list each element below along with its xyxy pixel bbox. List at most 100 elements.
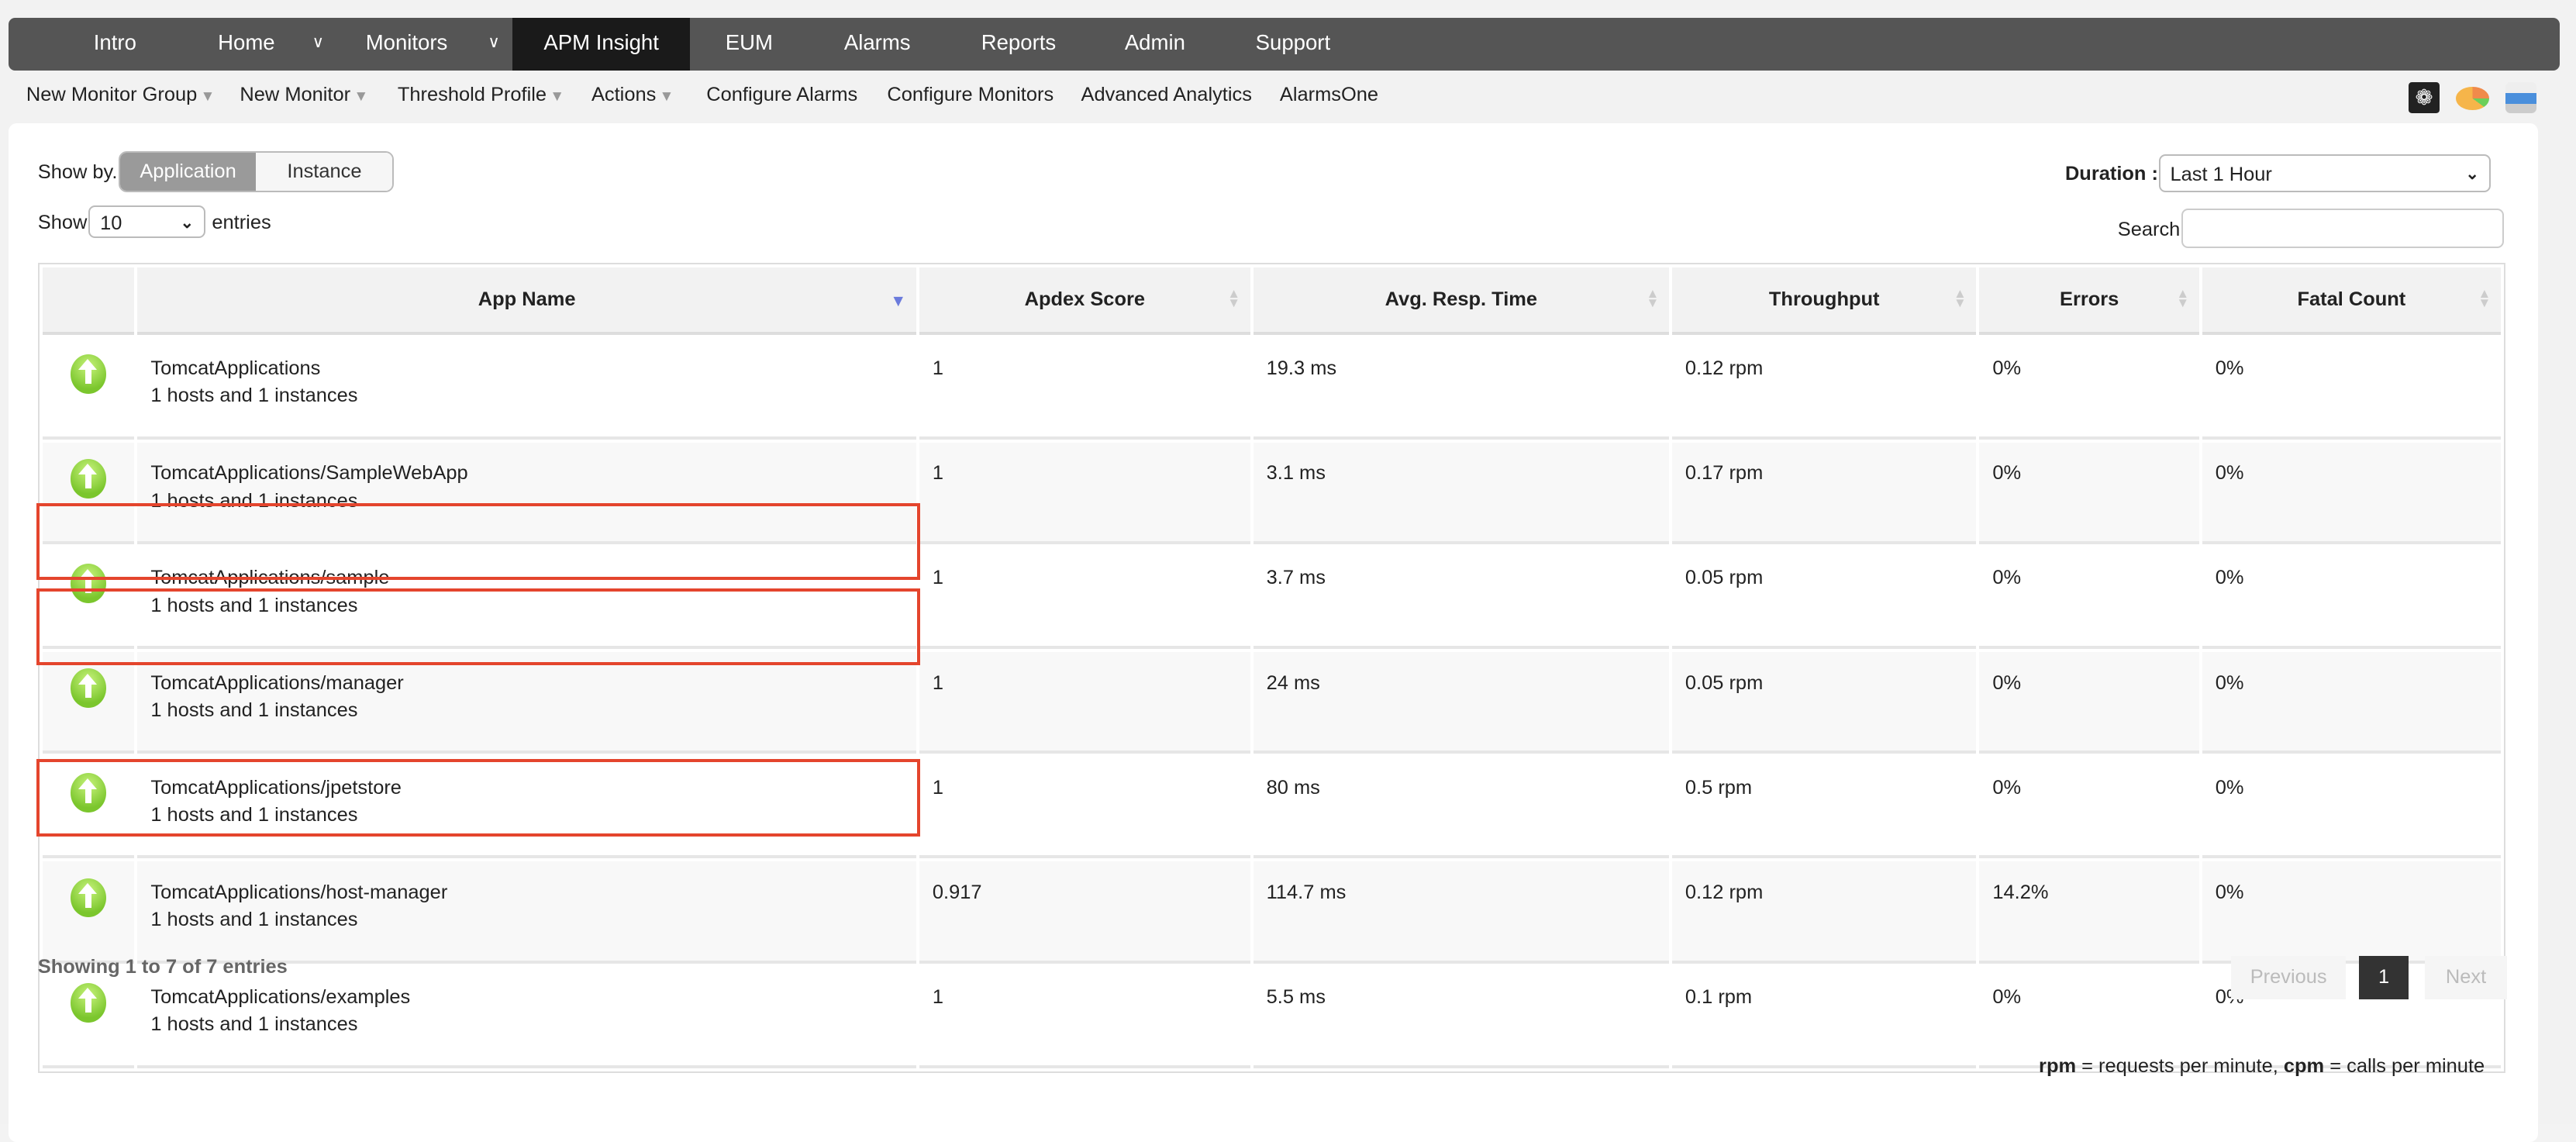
fatal-cell: 0%	[2202, 757, 2501, 859]
hosts-info: 1 hosts and 1 instances	[150, 594, 358, 616]
header-label: Errors	[2059, 288, 2119, 310]
caret-down-icon: ▼	[550, 88, 565, 105]
hosts-info: 1 hosts and 1 instances	[150, 385, 358, 407]
duration-label: Duration :	[2064, 162, 2158, 185]
threshold-profile-menu[interactable]: Threshold Profile ▼	[398, 84, 564, 106]
table-row[interactable]: TomcatApplications/SampleWebApp 1 hosts a…	[42, 442, 2501, 544]
advanced-analytics-link[interactable]: Advanced Analytics	[1081, 84, 1252, 106]
app-name-link[interactable]: TomcatApplications/SampleWebApp	[150, 462, 468, 485]
highlight-box	[36, 502, 920, 581]
col-app-name[interactable]: App Name ▼	[137, 267, 916, 335]
new-monitor-menu[interactable]: New Monitor ▼	[240, 84, 368, 106]
actions-menu[interactable]: Actions ▼	[591, 84, 674, 106]
status-cell	[42, 652, 135, 754]
nav-admin[interactable]: Admin	[1124, 30, 1185, 55]
app-name-link[interactable]: TomcatApplications/manager	[150, 671, 404, 694]
page-1-button[interactable]: 1	[2359, 956, 2409, 999]
resp-time-cell: 5.5 ms	[1253, 967, 1669, 1068]
sort-icon: ▲ ▼	[2478, 285, 2492, 311]
duration-select[interactable]: Last 1 Hour ⌄	[2158, 154, 2491, 192]
app-name-cell: TomcatApplications/examples 1 hosts and 1…	[137, 967, 916, 1068]
chevron-down-icon: ⌄	[2465, 165, 2480, 184]
col-throughput[interactable]: Throughput ▲ ▼	[1671, 267, 1977, 335]
nav-eum[interactable]: EUM	[725, 30, 773, 55]
status-up-icon	[70, 982, 107, 1023]
show-by-application[interactable]: Application	[119, 152, 257, 191]
sort-icon: ▲ ▼	[1227, 285, 1240, 311]
units-legend: rpm = requests per minute, cpm = calls p…	[2039, 1055, 2485, 1078]
table-info: Showing 1 to 7 of 7 entries	[37, 956, 288, 978]
new-monitor-group-menu[interactable]: New Monitor Group ▼	[26, 84, 216, 106]
header-label: App Name	[478, 288, 576, 310]
apdex-cell: 1	[919, 757, 1250, 859]
status-cell	[42, 547, 135, 650]
errors-cell: 0%	[1979, 338, 2199, 440]
status-up-icon	[70, 459, 107, 499]
col-errors[interactable]: Errors ▲ ▼	[1979, 267, 2199, 335]
status-up-icon	[70, 354, 107, 394]
apdex-cell: 1	[919, 338, 1250, 440]
hosts-info: 1 hosts and 1 instances	[150, 804, 358, 826]
nav-intro[interactable]: Intro	[93, 30, 136, 55]
app-name-link[interactable]: TomcatApplications/jpetstore	[150, 776, 402, 799]
resp-time-cell: 114.7 ms	[1253, 861, 1669, 964]
next-button[interactable]: Next	[2425, 956, 2508, 999]
header-label: Fatal Count	[2297, 288, 2406, 310]
col-resp-time[interactable]: Avg. Resp. Time ▲ ▼	[1253, 267, 1669, 335]
header-label: Throughput	[1768, 288, 1880, 310]
show-by-instance[interactable]: Instance	[256, 152, 393, 191]
nav-reports[interactable]: Reports	[981, 30, 1057, 55]
status-cell	[42, 967, 135, 1068]
table-header: App Name ▼ Apdex Score ▲ ▼ Avg. Resp. Time ▲…	[42, 267, 2501, 335]
table-row[interactable]: TomcatApplications/jpetstore 1 hosts and …	[42, 757, 2501, 859]
chevron-down-icon: ⌄	[180, 213, 195, 232]
camera-shutter-icon[interactable]: ❁	[2408, 81, 2440, 114]
menu-label: Threshold Profile	[397, 84, 547, 106]
hosts-info: 1 hosts and 1 instances	[150, 1013, 358, 1036]
table-row[interactable]: TomcatApplications/examples 1 hosts and 1…	[42, 967, 2501, 1068]
cpm-text: = calls per minute	[2324, 1054, 2485, 1077]
pie-chart-icon[interactable]	[2456, 87, 2489, 110]
nav-monitors[interactable]: Monitors	[365, 30, 448, 55]
show-label: Show	[37, 212, 88, 234]
menu-label: New Monitor	[240, 84, 351, 106]
fatal-cell: 0%	[2202, 547, 2501, 650]
table-row[interactable]: TomcatApplications/manager 1 hosts and 1 …	[42, 652, 2501, 754]
fatal-cell: 0%	[2202, 442, 2501, 544]
nav-apm-insight[interactable]: APM Insight	[512, 18, 691, 71]
app-name-link[interactable]: TomcatApplications	[150, 357, 321, 380]
apdex-cell: 1	[919, 967, 1250, 1068]
status-cell	[42, 442, 135, 544]
throughput-cell: 0.1 rpm	[1671, 967, 1977, 1068]
app-name-link[interactable]: TomcatApplications/examples	[150, 985, 411, 1008]
chevron-down-icon[interactable]: ∨	[312, 33, 325, 52]
table-row[interactable]: TomcatApplications/host-manager 1 hosts a…	[42, 861, 2501, 964]
highlight-box	[36, 588, 920, 666]
app-name-link[interactable]: TomcatApplications/host-manager	[150, 881, 448, 903]
errors-cell: 0%	[1979, 967, 2199, 1068]
nav-support[interactable]: Support	[1255, 30, 1331, 55]
configure-monitors-link[interactable]: Configure Monitors	[887, 84, 1054, 106]
rpm-abbr: rpm	[2039, 1054, 2077, 1077]
fatal-cell: 0%	[2202, 652, 2501, 754]
duration-value: Last 1 Hour	[2170, 164, 2272, 186]
alarmsone-link[interactable]: AlarmsOne	[1279, 84, 1379, 106]
previous-button[interactable]: Previous	[2231, 956, 2347, 999]
col-apdex[interactable]: Apdex Score ▲ ▼	[919, 267, 1250, 335]
configure-alarms-link[interactable]: Configure Alarms	[706, 84, 858, 106]
entries-select[interactable]: 10 ⌄	[88, 205, 205, 239]
table-row[interactable]: TomcatApplications 1 hosts and 1 instance…	[42, 338, 2501, 440]
resp-time-cell: 3.1 ms	[1253, 442, 1669, 544]
search-input[interactable]	[2181, 209, 2504, 248]
hosts-info: 1 hosts and 1 instances	[150, 909, 358, 931]
highlight-box	[36, 759, 920, 837]
nav-home[interactable]: Home	[218, 30, 275, 55]
nav-alarms[interactable]: Alarms	[843, 30, 911, 55]
chevron-down-icon[interactable]: ∨	[488, 33, 500, 52]
status-up-icon	[70, 668, 107, 709]
header-label: Avg. Resp. Time	[1385, 288, 1538, 310]
col-fatal[interactable]: Fatal Count ▲ ▼	[2202, 267, 2501, 335]
show-by-toggle: Application Instance	[118, 150, 395, 192]
printer-icon[interactable]	[2505, 81, 2537, 114]
